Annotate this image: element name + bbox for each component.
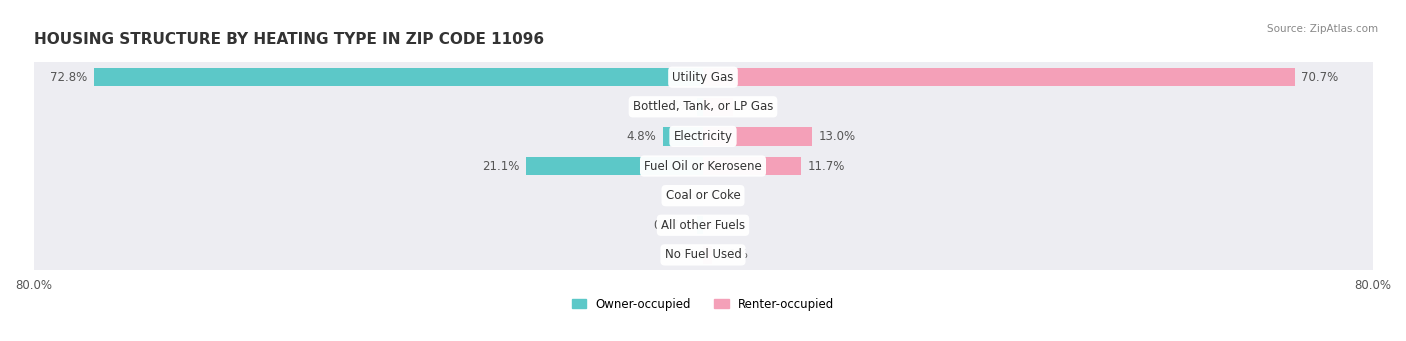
Bar	[703, 98, 733, 116]
Text: Electricity: Electricity	[673, 130, 733, 143]
Text: All other Fuels: All other Fuels	[661, 219, 745, 232]
Text: 3.6%: 3.6%	[740, 100, 769, 113]
Bar	[34, 62, 1372, 92]
Bar	[703, 68, 1295, 86]
Bar	[526, 157, 703, 175]
Text: 1.1%: 1.1%	[718, 248, 749, 262]
Bar	[34, 151, 1372, 181]
Text: 70.7%: 70.7%	[1302, 71, 1339, 84]
Text: Utility Gas: Utility Gas	[672, 71, 734, 84]
Text: 0.0%: 0.0%	[710, 219, 740, 232]
Bar	[34, 122, 1372, 151]
Bar	[94, 68, 703, 86]
Text: HOUSING STRUCTURE BY HEATING TYPE IN ZIP CODE 11096: HOUSING STRUCTURE BY HEATING TYPE IN ZIP…	[34, 32, 544, 47]
Text: 0.0%: 0.0%	[710, 189, 740, 202]
Text: Source: ZipAtlas.com: Source: ZipAtlas.com	[1267, 24, 1378, 34]
Text: 0.0%: 0.0%	[666, 189, 696, 202]
Bar	[703, 246, 713, 264]
Text: 21.1%: 21.1%	[482, 160, 520, 173]
Legend: Owner-occupied, Renter-occupied: Owner-occupied, Renter-occupied	[567, 293, 839, 316]
Text: Coal or Coke: Coal or Coke	[665, 189, 741, 202]
Text: 11.7%: 11.7%	[807, 160, 845, 173]
Text: 0.0%: 0.0%	[666, 248, 696, 262]
Text: 4.8%: 4.8%	[627, 130, 657, 143]
Text: Bottled, Tank, or LP Gas: Bottled, Tank, or LP Gas	[633, 100, 773, 113]
Bar	[34, 210, 1372, 240]
Text: No Fuel Used: No Fuel Used	[665, 248, 741, 262]
Bar	[703, 157, 801, 175]
Bar	[697, 216, 703, 235]
Bar	[697, 98, 703, 116]
Text: 72.8%: 72.8%	[49, 71, 87, 84]
Bar	[703, 127, 811, 146]
Bar	[34, 92, 1372, 122]
Bar	[662, 127, 703, 146]
Text: 0.67%: 0.67%	[654, 219, 690, 232]
Bar	[34, 240, 1372, 270]
Text: Fuel Oil or Kerosene: Fuel Oil or Kerosene	[644, 160, 762, 173]
Bar	[34, 181, 1372, 210]
Text: 0.67%: 0.67%	[654, 100, 690, 113]
Text: 13.0%: 13.0%	[818, 130, 856, 143]
